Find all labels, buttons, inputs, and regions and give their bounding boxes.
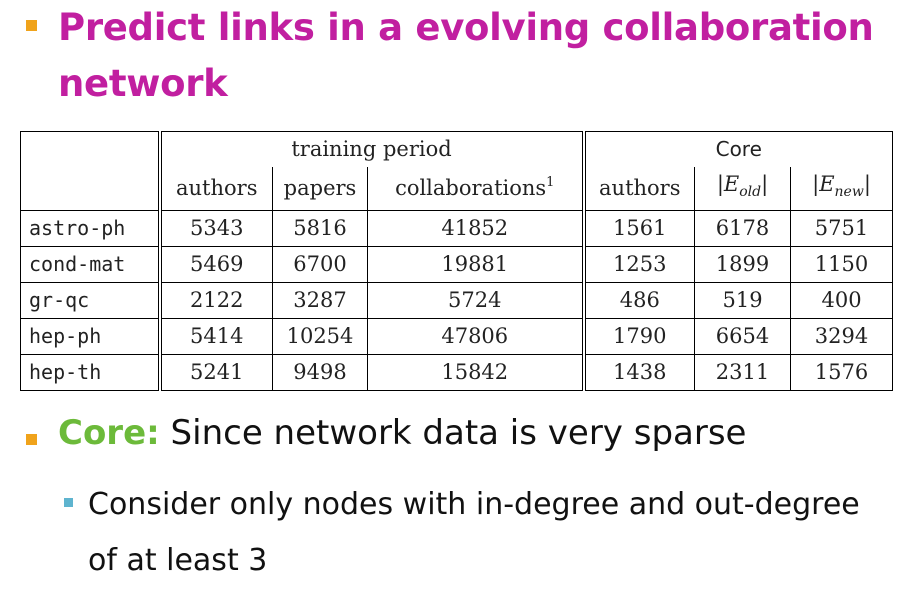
footnote-marker: 1: [546, 175, 555, 191]
table-row: gr-qc 2122 3287 5724 486 519 400: [20, 282, 894, 320]
row-label: cond-mat: [20, 246, 162, 284]
table-cell: 5241: [159, 354, 273, 392]
col-header-e-old: |Eold|: [694, 167, 792, 212]
core-bullet: [26, 434, 37, 445]
table-cell: 486: [583, 282, 696, 320]
core-bullet-text: Core: Since network data is very sparse: [58, 413, 746, 453]
col-header-e-new: |Enew|: [790, 167, 894, 212]
table-cell: 1561: [583, 210, 696, 248]
col-header-core-authors: authors: [583, 167, 696, 212]
table-cell: 15842: [366, 354, 586, 392]
table-cell: 47806: [366, 318, 586, 356]
table-row: cond-mat 5469 6700 19881 1253 1899 1150: [20, 246, 894, 284]
table-cell: 1150: [790, 246, 894, 284]
table-cell: 519: [694, 282, 792, 320]
table-cell: 1899: [694, 246, 792, 284]
collaboration-network-table: training period Core authors papers coll…: [20, 131, 894, 392]
table-cell: 5724: [366, 282, 586, 320]
col-header-authors: authors: [159, 167, 273, 212]
table-row: astro-ph 5343 5816 41852 1561 6178 5751: [20, 210, 894, 248]
corner-cell: [20, 131, 162, 167]
table-cell: 5751: [790, 210, 894, 248]
sub-bullet-text: Consider only nodes with in-degree and o…: [88, 487, 860, 578]
table-cell: 9498: [272, 354, 368, 392]
col-header-collaborations: collaborations1: [366, 167, 586, 212]
table-cell: 3287: [272, 282, 368, 320]
core-header: Core: [583, 131, 894, 167]
table-cell: 5816: [272, 210, 368, 248]
table-cell: 1253: [583, 246, 696, 284]
title-bullet: [26, 20, 37, 31]
table-cell: 6700: [272, 246, 368, 284]
row-label: astro-ph: [20, 210, 162, 248]
table-cell: 1438: [583, 354, 696, 392]
slide-title: Predict links in a evolving collaboratio…: [58, 6, 874, 105]
table-cell: 2311: [694, 354, 792, 392]
table-cell: 6654: [694, 318, 792, 356]
col-header-papers: papers: [272, 167, 368, 212]
table-cell: 1576: [790, 354, 894, 392]
table-body: astro-ph 5343 5816 41852 1561 6178 5751 cond-ma…: [20, 210, 894, 392]
sub-bullet: [64, 498, 73, 507]
table-cell: 41852: [366, 210, 586, 248]
core-label: Core:: [58, 413, 160, 453]
row-label: gr-qc: [20, 282, 162, 320]
row-label: hep-th: [20, 354, 162, 392]
table-cell: 19881: [366, 246, 586, 284]
table-row: hep-ph 5414 10254 47806 1790 6654 3294: [20, 318, 894, 356]
table-cell: 2122: [159, 282, 273, 320]
table-cell: 1790: [583, 318, 696, 356]
table-cell: 3294: [790, 318, 894, 356]
training-period-header: training period: [158, 131, 586, 167]
table-cell: 5414: [159, 318, 273, 356]
row-label: hep-ph: [20, 318, 162, 356]
table-cell: 5343: [159, 210, 273, 248]
corner-cell-lower: [20, 167, 162, 212]
table-row: hep-th 5241 9498 15842 1438 2311 1576: [20, 354, 894, 392]
table-cell: 400: [790, 282, 894, 320]
table-cell: 10254: [272, 318, 368, 356]
table-cell: 6178: [694, 210, 792, 248]
table-cell: 5469: [159, 246, 273, 284]
core-description: Since network data is very sparse: [159, 413, 747, 453]
